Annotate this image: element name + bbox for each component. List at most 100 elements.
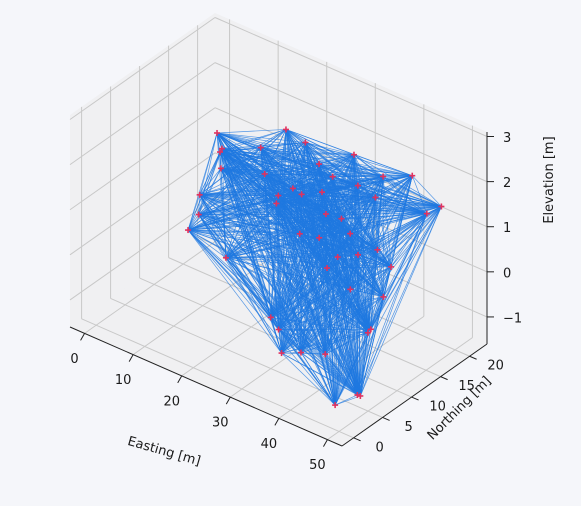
y-tick [469,355,477,360]
network-edge [301,176,333,195]
network-edge [278,197,376,330]
data-point [222,254,229,261]
data-point [357,392,364,399]
grid-line-z-back [214,62,488,183]
x-tick [322,439,328,447]
network-edge [270,317,371,330]
network-edge [357,213,428,396]
data-point [374,246,381,253]
network-edge [225,194,302,259]
network-edge [276,203,326,355]
network-edge [264,173,333,177]
network-edge [225,197,376,259]
network-edge [264,173,277,204]
network-edge [225,195,279,258]
data-point [438,203,445,210]
network-points [185,126,445,409]
x-tick [274,418,280,426]
data-point [372,194,379,201]
network-edge [281,332,368,354]
z-tick-label: 0 [503,266,511,281]
network-edge [332,176,358,396]
data-point [275,192,282,199]
z-axis-label: Elevation [m] [542,136,557,223]
data-point [273,200,280,207]
network-edge [276,188,294,204]
network-edge [318,176,333,238]
network-edge [357,206,442,396]
data-point [302,139,309,146]
network-edge [225,257,392,268]
data-point [316,234,323,241]
network-edge [278,329,326,355]
network-edge [264,173,384,298]
network-edges [187,129,442,406]
network-edge [276,191,323,204]
network-edge [264,173,442,207]
network-edge [324,213,327,355]
network-edge [264,173,323,193]
network-edge [225,257,369,334]
network-edge [188,229,320,239]
data-point [329,173,336,180]
network-edge [278,329,368,334]
network-edge [305,142,413,177]
network-edge [357,332,369,396]
left-pane [70,13,215,327]
network-edge [225,257,328,269]
y-tick-label: 5 [404,420,412,435]
y-tick-label: 15 [458,379,475,394]
network-edge [375,197,378,250]
y-tick-label: 10 [429,400,446,415]
data-point [347,230,354,237]
network-edge [278,329,302,353]
data-point [409,172,416,179]
y-tick [411,396,419,401]
network-edge [187,229,227,259]
network-edge [198,194,200,215]
network-edge [292,176,384,189]
data-point [257,144,264,151]
x-tick [177,375,183,384]
network-edge [370,197,376,330]
network-edge [264,154,355,175]
z-tick-label: 2 [503,176,511,191]
network-edge [341,206,442,220]
network-edge [277,195,326,355]
network-edge [305,142,355,156]
network-edge [332,176,351,290]
x-tick-label: 20 [163,394,180,409]
network-edge [281,328,371,354]
data-point [316,161,323,168]
network-edge [324,354,336,406]
data-point [338,215,345,222]
network-edge [375,197,442,207]
network-edge [260,147,301,234]
network-edge [225,176,333,259]
network-edge [276,203,358,396]
network-edge [276,194,302,204]
network-edge [276,203,320,239]
network-edge [187,229,282,354]
network-edge [332,176,336,406]
network-edge [276,203,282,354]
network-edge [350,213,427,234]
network-edge [324,176,334,355]
network-edge [276,176,333,204]
grid-line-x-floor [327,337,473,441]
network-edge [198,173,265,215]
network-edge [353,154,442,207]
network-edge [264,142,306,175]
network-edge [225,173,265,258]
data-point [278,350,285,357]
network-edge [318,163,413,177]
network-edge [390,206,442,268]
network-edge [225,257,282,354]
network-edge [326,267,358,396]
network-edge [326,266,392,269]
x-tick-label: 10 [115,373,132,388]
network-edge [349,233,372,330]
data-point [217,149,223,156]
grid-line-z-left [69,152,216,256]
